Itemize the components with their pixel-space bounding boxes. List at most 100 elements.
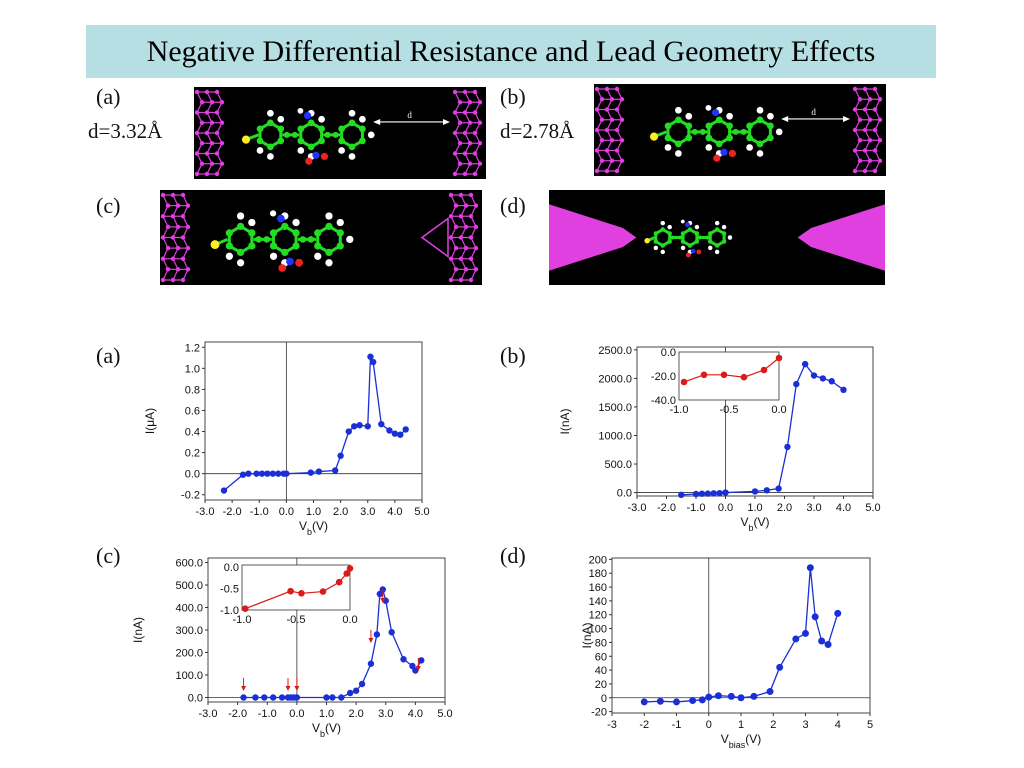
- x-tick-label: 3: [802, 719, 808, 731]
- carbon-atom: [291, 131, 298, 138]
- x-tick-label: -3: [607, 719, 617, 731]
- x-tick-label: 0.0: [718, 502, 733, 514]
- x-tick-label: 4.0: [387, 506, 402, 518]
- hydrogen-atom: [297, 107, 304, 114]
- data-point: [698, 696, 706, 704]
- sulfur-atom: [241, 135, 251, 144]
- carbon-atom: [307, 236, 315, 243]
- iv-chart-b: -3.0 -2.0 -1.0 0.0 1.0 2.0 3.0 4.0 5.0 0.0 500.0 10…: [555, 335, 885, 545]
- y-tick-label: 0.8: [185, 384, 200, 396]
- data-point: [818, 637, 826, 645]
- y-tick-label: 0.0: [188, 693, 203, 705]
- oxygen-atom: [320, 152, 328, 161]
- distance-label-a: d=3.32Å: [88, 119, 163, 143]
- y-tick-label: 0: [601, 693, 607, 705]
- inset-y-tick-label: -40.0: [651, 395, 676, 407]
- hydrogen-atom: [653, 245, 659, 251]
- hydrogen-atom: [277, 115, 285, 123]
- carbon-atom: [697, 235, 702, 240]
- hydrogen-atom: [660, 249, 665, 255]
- carbon-atom: [281, 248, 289, 257]
- carbon-atom: [740, 128, 747, 135]
- carbon-atom: [678, 235, 683, 240]
- hydrogen-atom: [756, 106, 764, 114]
- carbon-atom: [699, 128, 706, 135]
- data-point: [252, 694, 259, 701]
- data-point: [737, 694, 745, 702]
- left-lead: [194, 89, 225, 177]
- x-tick-label: 4.0: [408, 708, 423, 720]
- carbon-atom: [348, 119, 356, 127]
- hydrogen-atom: [726, 112, 733, 120]
- carbon-atom: [756, 116, 764, 124]
- hydrogen-atom: [225, 252, 233, 260]
- carbon-atom: [348, 143, 356, 151]
- structure-label-a: (a): [96, 84, 121, 109]
- carbon-atom: [269, 242, 278, 250]
- data-point: [418, 657, 425, 664]
- carbon-atom: [225, 242, 233, 250]
- plot-label-b: (b): [500, 343, 526, 368]
- carbon-atom: [325, 248, 333, 257]
- x-tick-label: 2.0: [348, 708, 363, 720]
- y-tick-label: 1500.0: [598, 402, 632, 414]
- lead-atom: [472, 171, 478, 177]
- carbon-atom: [667, 239, 672, 244]
- data-point: [412, 667, 419, 674]
- carbon-atom: [325, 222, 333, 231]
- hydrogen-atom: [767, 112, 774, 120]
- hydrogen-atom: [269, 252, 278, 260]
- y-tick-label: 200.0: [175, 648, 203, 660]
- inset-x-tick-label: -1.0: [233, 614, 252, 626]
- y-tick-label: 160: [589, 582, 607, 594]
- x-tick-label: 2.0: [333, 506, 348, 518]
- y-tick-label: 500.0: [175, 580, 203, 592]
- y-tick-label: 40: [595, 665, 607, 677]
- data-point: [388, 629, 395, 636]
- hydrogen-atom: [267, 109, 274, 117]
- data-point: [307, 469, 314, 476]
- data-point: [824, 640, 832, 648]
- carbon-atom: [687, 243, 693, 248]
- red-arrow-head: [380, 598, 386, 603]
- data-point: [802, 629, 809, 637]
- y-tick-label: 20: [595, 679, 607, 691]
- data-point: [347, 689, 354, 697]
- carbon-atom: [248, 242, 256, 250]
- carbon-atom: [705, 235, 710, 240]
- data-point: [640, 698, 648, 706]
- x-axis-label-sub: b: [320, 729, 325, 739]
- carbon-atom: [732, 128, 739, 135]
- x-tick-label: -2.0: [657, 502, 676, 514]
- data-point: [239, 471, 247, 478]
- lead-atom: [214, 171, 220, 177]
- distance-arrow-label: d: [811, 107, 816, 117]
- hydrogen-atom: [367, 131, 375, 139]
- data-point: [220, 487, 228, 494]
- iv-chart-a: -3.0 -2.0 -1.0 0.0 1.0 2.0 3.0 4.0 5.0 -0.2 0.0 0.2…: [140, 335, 440, 545]
- oxygen-atom: [278, 264, 287, 272]
- data-point: [245, 470, 252, 477]
- data-point: [400, 656, 407, 663]
- lead-tip: [420, 217, 449, 258]
- carbon-atom: [667, 231, 672, 236]
- lead-atom: [872, 168, 878, 174]
- data-point: [358, 680, 366, 688]
- oxygen-atom: [685, 252, 691, 258]
- x-tick-label: 4: [835, 719, 841, 731]
- inset-x-tick-label: -0.5: [287, 614, 306, 626]
- hydrogen-atom: [675, 150, 682, 157]
- hydrogen-atom: [727, 235, 733, 240]
- carbon-atom: [338, 137, 345, 145]
- left-lead: [160, 192, 191, 283]
- data-point: [337, 452, 344, 459]
- carbon-atom: [314, 229, 322, 237]
- inset-x-tick-label: 0.0: [771, 404, 786, 416]
- x-tick-label: -3.0: [196, 506, 215, 518]
- iv-chart-c: -3.0 -2.0 -1.0 0.0 1.0 2.0 3.0 4.0 5.0 0.0 100.0 20…: [130, 548, 460, 760]
- data-point: [367, 353, 374, 360]
- inset-data-point: [720, 371, 728, 379]
- structure-label-c: (c): [96, 193, 121, 218]
- inset-y-tick-label: 0.0: [224, 562, 239, 574]
- data-point: [352, 687, 360, 694]
